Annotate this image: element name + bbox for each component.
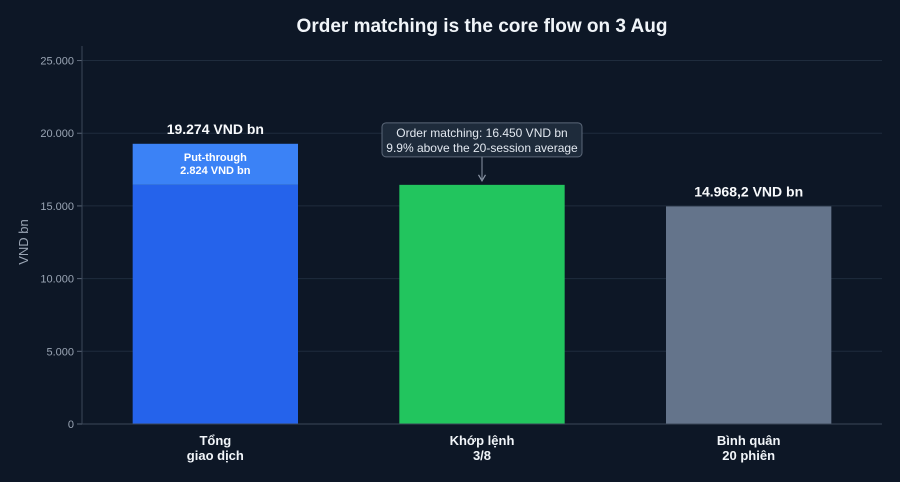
annotation-text: Order matching: 16.450 VND bn 9.9% above … [386, 126, 578, 155]
annotation-arrowhead [477, 174, 487, 183]
bars [132, 143, 832, 424]
chart-title: Order matching is the core flow on 3 Aug [297, 16, 668, 37]
annotation: Order matching: 16.450 VND bn 9.9% above … [381, 122, 583, 183]
data-labels: Put-through 2.824 VND bn 19.274 VND bn 14.9… [167, 121, 803, 200]
x-tick-label: Tổng giao dịch [187, 433, 244, 463]
bar-segment [132, 143, 298, 185]
y-tick-label: 20.000 [40, 128, 74, 140]
segment-label: Put-through 2.824 VND bn [180, 152, 251, 177]
bar-segment [132, 184, 298, 424]
y-tick-label: 0 [68, 419, 74, 431]
bar-segment [666, 206, 832, 424]
x-tick-label: Bình quân 20 phiên [717, 433, 781, 463]
y-tick-label: 10.000 [40, 274, 74, 286]
y-tick-label: 25.000 [40, 56, 74, 68]
x-tick-label: Khớp lệnh 3/8 [450, 433, 515, 463]
bar-total-label: 19.274 VND bn [167, 121, 264, 137]
y-tick-label: 15.000 [40, 201, 74, 213]
x-axis: Tổng giao dịch Khớp lệnh 3/8 Bình quân 20 phi… [82, 423, 882, 463]
bar-segment [399, 184, 565, 424]
bar-total-label: 14.968,2 VND bn [694, 183, 803, 199]
y-tick-label: 5.000 [46, 346, 74, 358]
y-axis: 0 5.000 10.000 15.000 20.000 25.000 [40, 46, 83, 431]
y-axis-label: VND bn [16, 219, 31, 265]
